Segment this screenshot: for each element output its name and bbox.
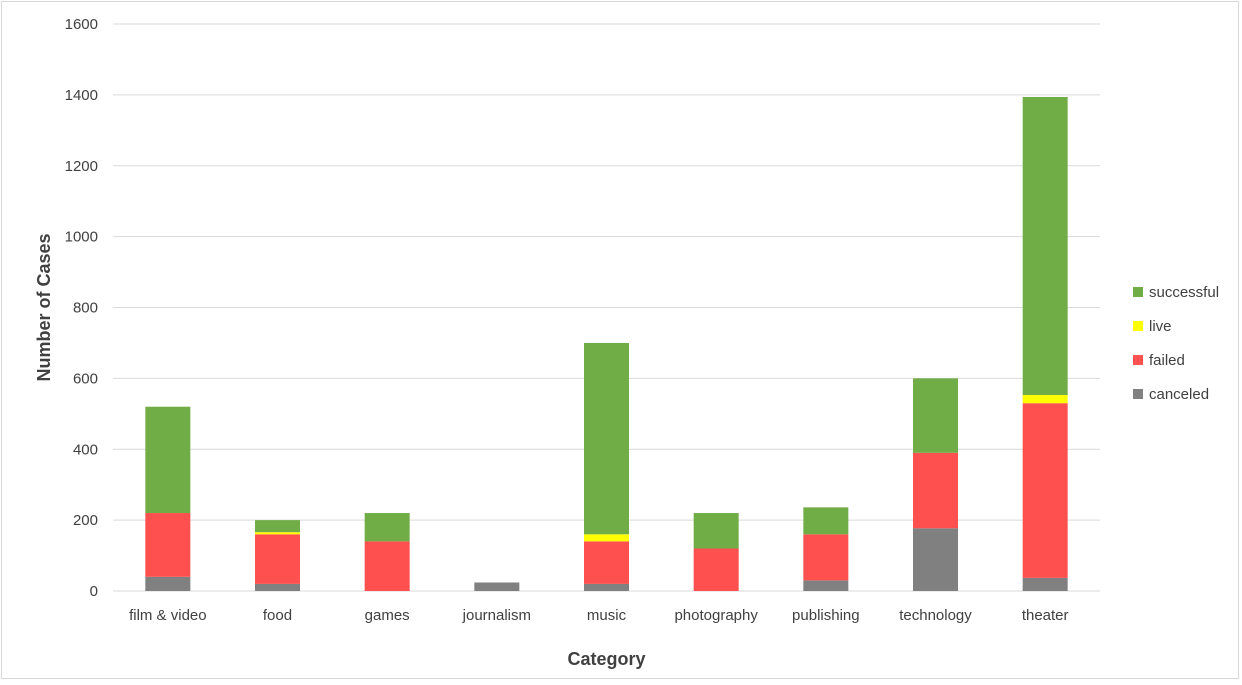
bar-failed — [913, 452, 958, 529]
legend-label-canceled: canceled — [1149, 386, 1209, 403]
legend-label-successful: successful — [1149, 284, 1219, 301]
bar-successful — [913, 378, 958, 453]
x-tick-label: food — [263, 607, 292, 624]
x-tick-label: journalism — [462, 607, 531, 624]
y-axis-ticks: 0 200 400 600 800 1000 1200 1400 1600 — [65, 16, 98, 600]
bar-successful — [255, 520, 300, 533]
bar-failed — [803, 534, 849, 581]
bar-live — [1022, 395, 1068, 404]
x-tick-label: theater — [1022, 607, 1069, 624]
legend-label-live: live — [1149, 318, 1172, 335]
bar-failed — [693, 548, 739, 591]
bar-canceled — [803, 580, 849, 591]
bar-live — [584, 534, 629, 542]
x-tick-label: film & video — [129, 607, 207, 624]
bar-canceled — [474, 582, 520, 591]
legend-swatch-failed — [1133, 355, 1143, 365]
y-tick-label: 200 — [73, 512, 98, 529]
y-tick-label: 1600 — [65, 16, 98, 33]
bar-canceled — [255, 583, 300, 591]
y-tick-label: 0 — [90, 583, 98, 600]
bars — [145, 97, 1068, 591]
bar-successful — [1022, 97, 1068, 396]
bar-canceled — [584, 583, 629, 591]
x-tick-label: technology — [899, 607, 972, 624]
legend-swatch-live — [1133, 321, 1143, 331]
bar-failed — [584, 541, 629, 584]
bar-canceled — [145, 576, 191, 591]
bar-failed — [255, 534, 300, 584]
x-tick-label: photography — [674, 607, 758, 624]
y-axis-title: Number of Cases — [34, 233, 54, 381]
y-tick-label: 600 — [73, 370, 98, 387]
legend: successful live failed canceled — [1133, 284, 1219, 403]
bar-successful — [584, 342, 629, 535]
bar-failed — [364, 541, 410, 591]
bar-successful — [364, 513, 410, 542]
bar-failed — [145, 513, 191, 577]
bar-live — [255, 532, 300, 535]
y-tick-label: 1200 — [65, 158, 98, 175]
y-tick-label: 1400 — [65, 87, 98, 104]
y-tick-label: 400 — [73, 441, 98, 458]
bar-successful — [803, 507, 849, 535]
bar-successful — [693, 513, 739, 549]
y-tick-label: 800 — [73, 300, 98, 317]
bar-canceled — [1022, 577, 1068, 591]
bar-successful — [145, 406, 191, 514]
x-tick-label: publishing — [792, 607, 860, 624]
x-axis-title: Category — [567, 649, 645, 669]
legend-swatch-successful — [1133, 287, 1143, 297]
x-tick-label: games — [365, 607, 410, 624]
y-tick-label: 1000 — [65, 229, 98, 246]
x-axis-ticks: film & video food games journalism music phot… — [129, 607, 1068, 624]
bar-canceled — [913, 528, 958, 591]
x-tick-label: music — [587, 607, 627, 624]
legend-swatch-canceled — [1133, 389, 1143, 399]
bar-failed — [1022, 403, 1068, 578]
legend-label-failed: failed — [1149, 352, 1185, 369]
